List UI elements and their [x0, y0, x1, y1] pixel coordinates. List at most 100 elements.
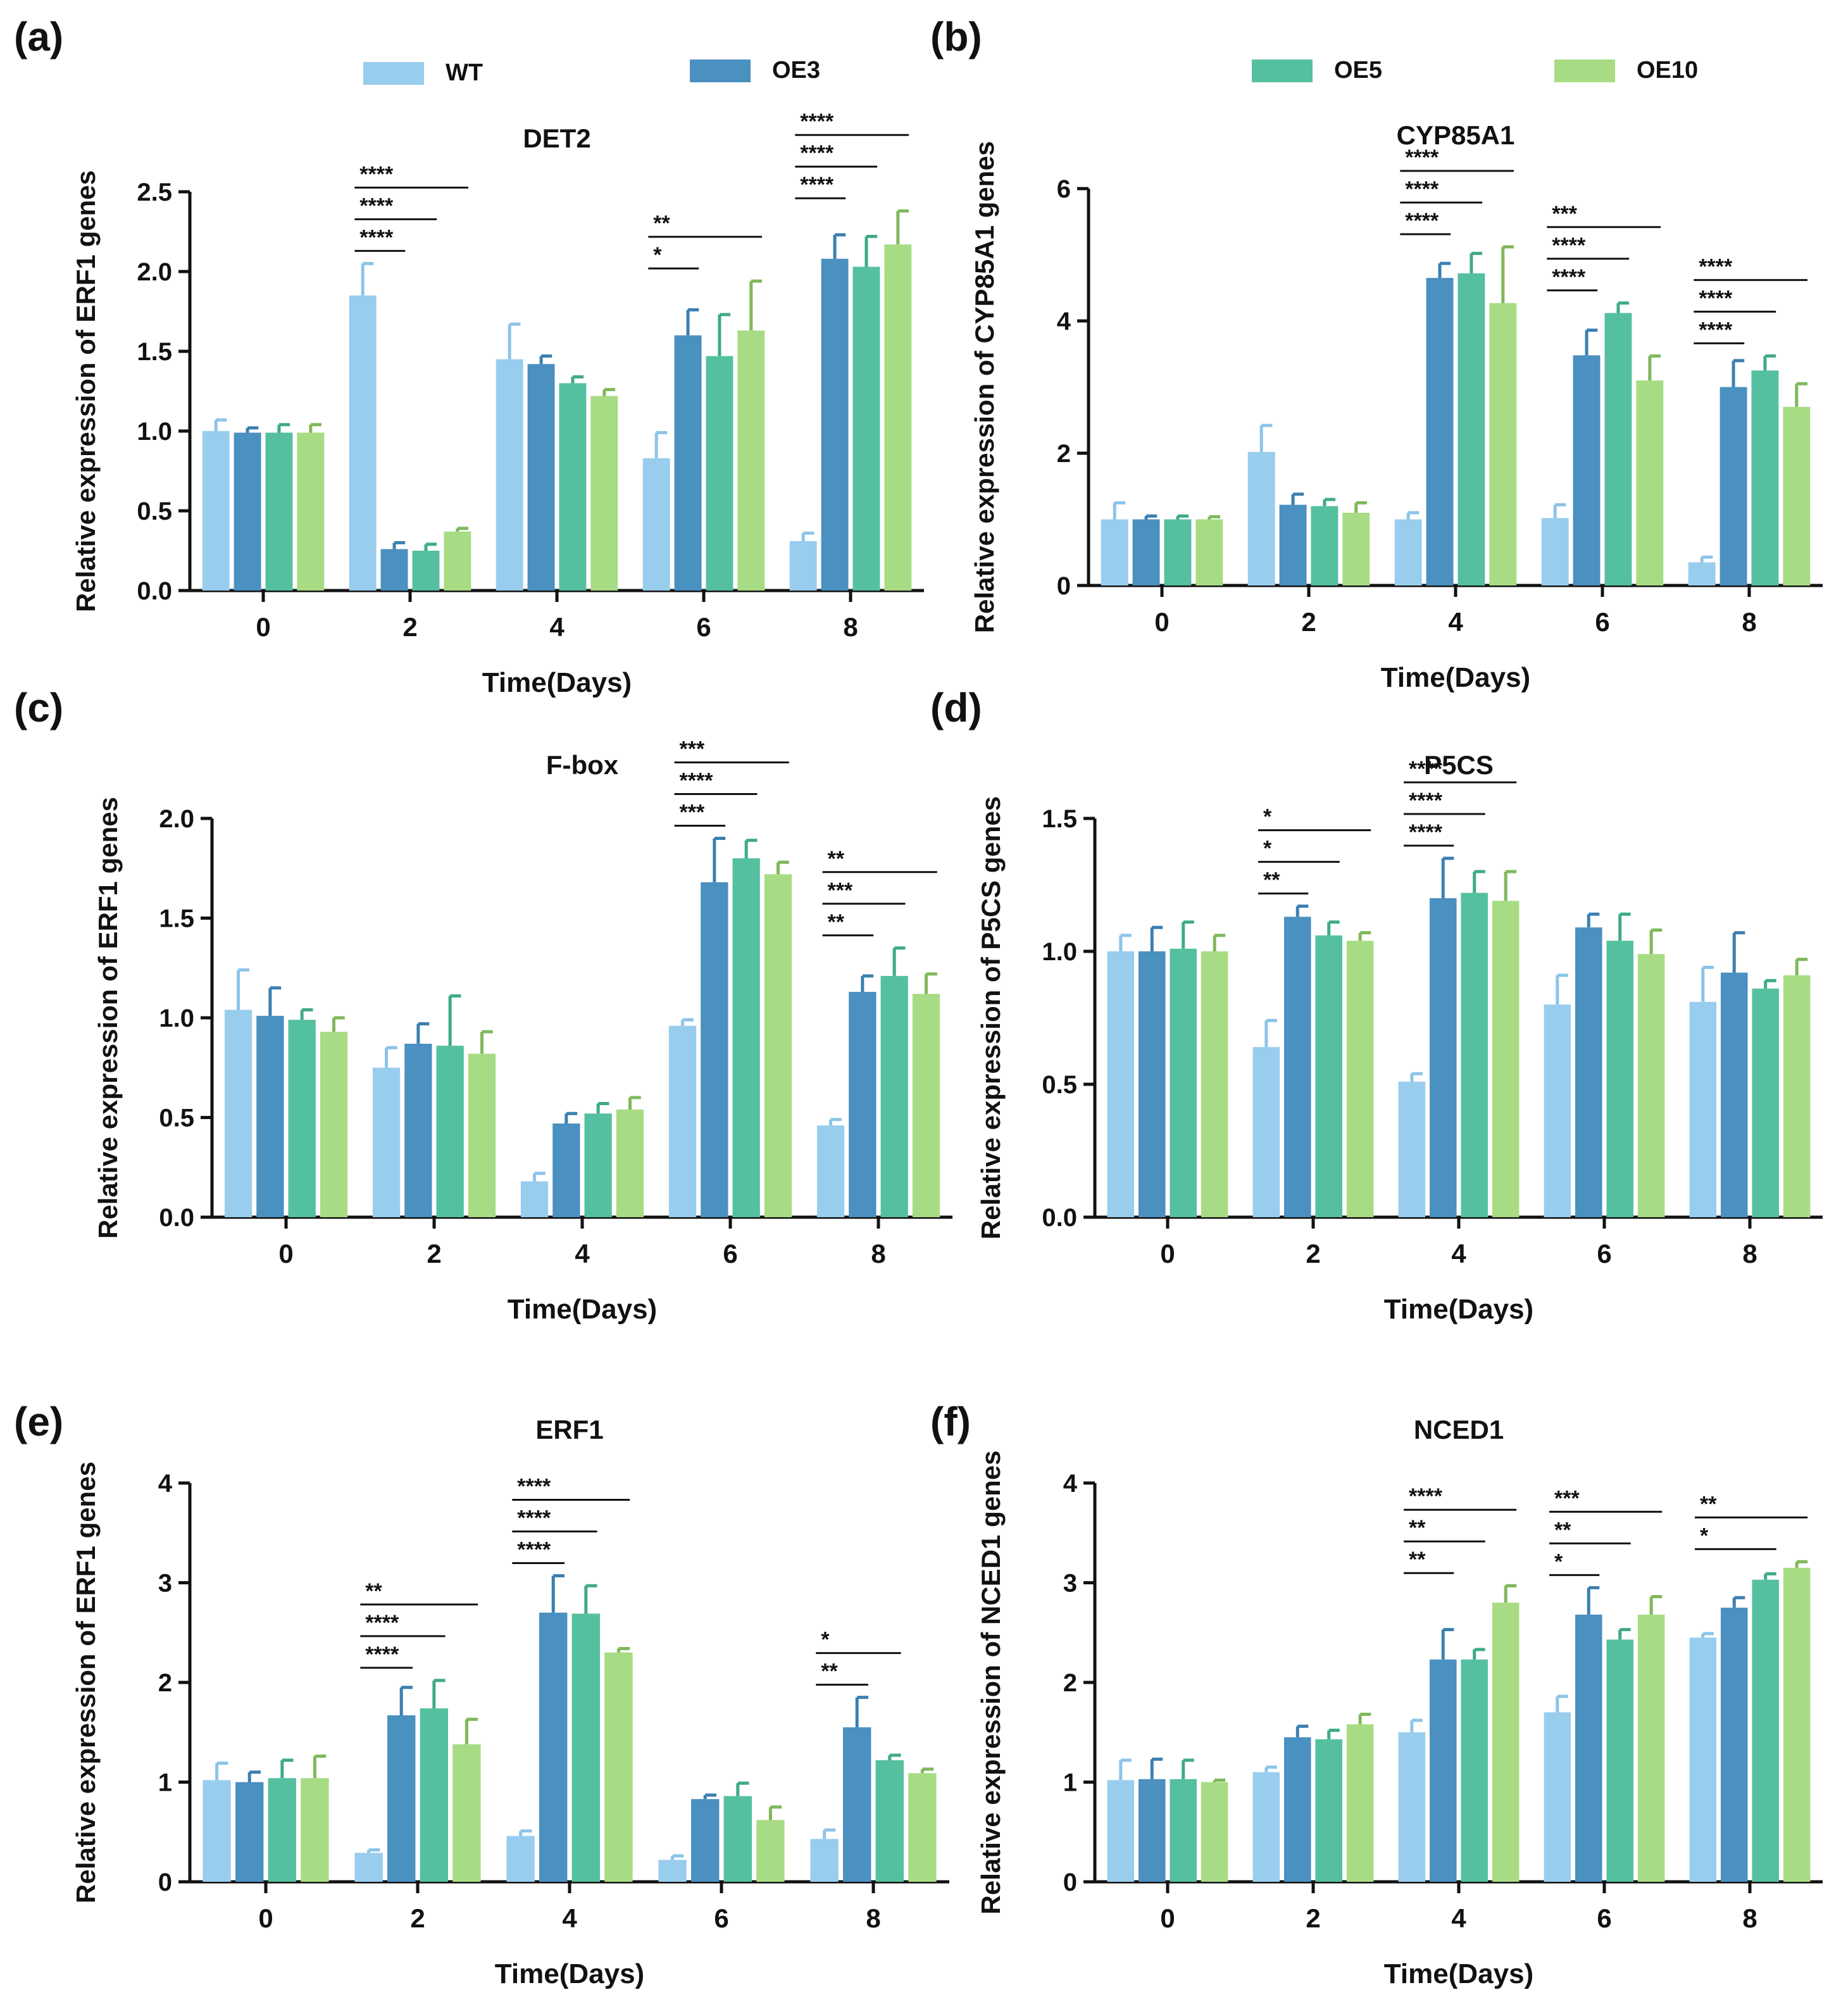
- bar-oe5-day-0: [288, 1020, 316, 1217]
- bar-oe3-day-4: [1426, 278, 1454, 585]
- bar-wt-day-2: [1252, 1047, 1280, 1217]
- bar-wt-day-2: [349, 295, 377, 591]
- chart-panel-d: (d) P5CS 0.0 0.5 1.0 1.5 0 2 4 6 8 Time(Days) Relati…: [930, 685, 1823, 1325]
- bar-wt-day-0: [1107, 1780, 1135, 1882]
- x-tick-label: 4: [549, 612, 565, 642]
- y-axis-label: Relative expression of ERF1 genes: [93, 797, 123, 1239]
- y-tick-label: 2: [1063, 1669, 1077, 1697]
- x-tick-label: 4: [1451, 1903, 1466, 1933]
- x-tick-label: 4: [562, 1903, 577, 1933]
- bar-oe10-day-2: [444, 531, 471, 591]
- bar-oe5-day-4: [571, 1613, 600, 1882]
- y-tick-label: 0.5: [159, 1105, 194, 1132]
- significance-label: ****: [1405, 209, 1439, 233]
- significance-label: ****: [1405, 177, 1439, 201]
- bar-wt-day-2: [372, 1067, 401, 1217]
- bar-oe5-day-8: [1752, 988, 1779, 1217]
- significance-label: **: [828, 910, 845, 934]
- bar-oe3-day-2: [404, 1043, 432, 1217]
- bar-oe10-day-8: [908, 1773, 937, 1882]
- bar-oe3-day-0: [1139, 951, 1166, 1217]
- bar-oe10-day-2: [1346, 941, 1374, 1217]
- y-tick-label: 2.0: [137, 258, 172, 286]
- bar-oe3-day-6: [1575, 1614, 1602, 1882]
- bar-oe10-day-0: [301, 1778, 329, 1882]
- legend-item-oe5: OE5: [1252, 57, 1382, 84]
- y-axis-label: Relative expression of NCED1 genes: [976, 1451, 1006, 1915]
- bar-oe10-day-8: [1783, 975, 1811, 1217]
- bar-oe5-day-0: [1170, 948, 1197, 1217]
- bar-wt-day-0: [224, 1010, 253, 1217]
- y-tick-label: 0: [158, 1869, 172, 1896]
- x-tick-label: 0: [278, 1239, 293, 1268]
- x-tick-label: 6: [1597, 1903, 1611, 1933]
- x-tick-label: 2: [427, 1239, 441, 1268]
- bar-wt-day-8: [789, 541, 817, 591]
- bar-oe5-day-6: [1604, 313, 1632, 585]
- significance-label: ***: [1554, 1486, 1580, 1510]
- bar-oe5-day-8: [1751, 370, 1779, 585]
- bar-oe3-day-0: [256, 1015, 284, 1217]
- bar-wt-day-2: [354, 1853, 383, 1882]
- bar-oe3-day-0: [235, 1782, 264, 1882]
- y-tick-label: 2: [158, 1669, 172, 1697]
- panel-label: (d): [930, 685, 982, 730]
- legend-swatch-wt: [363, 61, 424, 85]
- significance-label: ****: [1409, 1484, 1443, 1508]
- significance-label: **: [1700, 1492, 1717, 1516]
- bar-oe3-day-8: [1719, 387, 1747, 585]
- bar-oe3-day-4: [539, 1612, 568, 1882]
- bar-wt-day-2: [1247, 451, 1275, 585]
- significance-label: *: [1263, 837, 1272, 861]
- panel-label: (a): [14, 14, 63, 59]
- bar-oe3-day-4: [1430, 1659, 1457, 1882]
- bar-oe5-day-4: [1461, 1659, 1488, 1882]
- legend-label-oe10: OE10: [1637, 57, 1699, 84]
- x-axis-label: Time(Days): [1384, 1958, 1533, 1989]
- significance-label: ****: [1552, 265, 1586, 289]
- bar-wt-day-4: [520, 1181, 549, 1217]
- bar-wt-day-8: [1688, 562, 1716, 585]
- bar-oe3-day-0: [1139, 1779, 1166, 1882]
- significance-label: ****: [359, 162, 394, 186]
- x-tick-label: 0: [1160, 1903, 1175, 1933]
- bar-oe10-day-4: [604, 1652, 633, 1882]
- bar-oe5-day-8: [880, 975, 908, 1217]
- chart-title: P5CS: [1424, 750, 1494, 780]
- bar-oe3-day-6: [1573, 355, 1601, 585]
- y-axis-label: Relative expression of ERF1 genes: [71, 1462, 101, 1903]
- y-tick-label: 4: [1063, 1470, 1078, 1498]
- bar-oe3-day-2: [1284, 1737, 1311, 1882]
- legend-item-oe10: OE10: [1554, 57, 1698, 84]
- panel-label: (c): [14, 685, 63, 730]
- significance-label: ****: [800, 141, 834, 165]
- legend-item-oe3: OE3: [690, 57, 820, 84]
- y-tick-label: 0.0: [159, 1204, 194, 1232]
- bar-oe10-day-8: [884, 244, 912, 591]
- bar-oe3-day-2: [387, 1715, 416, 1882]
- bar-oe5-day-8: [1752, 1579, 1779, 1882]
- bar-oe5-day-4: [584, 1113, 612, 1217]
- bar-oe3-day-0: [1132, 519, 1160, 585]
- bar-oe5-day-4: [1461, 892, 1488, 1217]
- significance-label: ***: [1552, 202, 1577, 226]
- significance-label: **: [1263, 868, 1280, 892]
- bar-oe10-day-8: [1783, 406, 1811, 585]
- significance-label: **: [828, 847, 845, 871]
- bar-wt-day-0: [1107, 951, 1135, 1217]
- significance-label: ****: [1699, 286, 1733, 310]
- significance-label: ****: [359, 194, 394, 218]
- y-tick-label: 2.5: [137, 178, 172, 206]
- y-tick-label: 0.0: [1042, 1204, 1077, 1232]
- chart-title: ERF1: [535, 1415, 603, 1444]
- legend-swatch-oe10: [1554, 59, 1615, 82]
- bar-oe5-day-8: [875, 1760, 904, 1882]
- bar-oe10-day-0: [297, 432, 325, 591]
- y-tick-label: 2: [1057, 440, 1071, 468]
- bar-wt-day-6: [642, 458, 670, 591]
- bar-wt-day-8: [810, 1839, 839, 1882]
- x-axis-label: Time(Days): [1381, 662, 1530, 693]
- bar-oe10-day-6: [737, 330, 765, 591]
- bar-wt-day-6: [1544, 1712, 1571, 1882]
- x-tick-label: 6: [1595, 607, 1609, 637]
